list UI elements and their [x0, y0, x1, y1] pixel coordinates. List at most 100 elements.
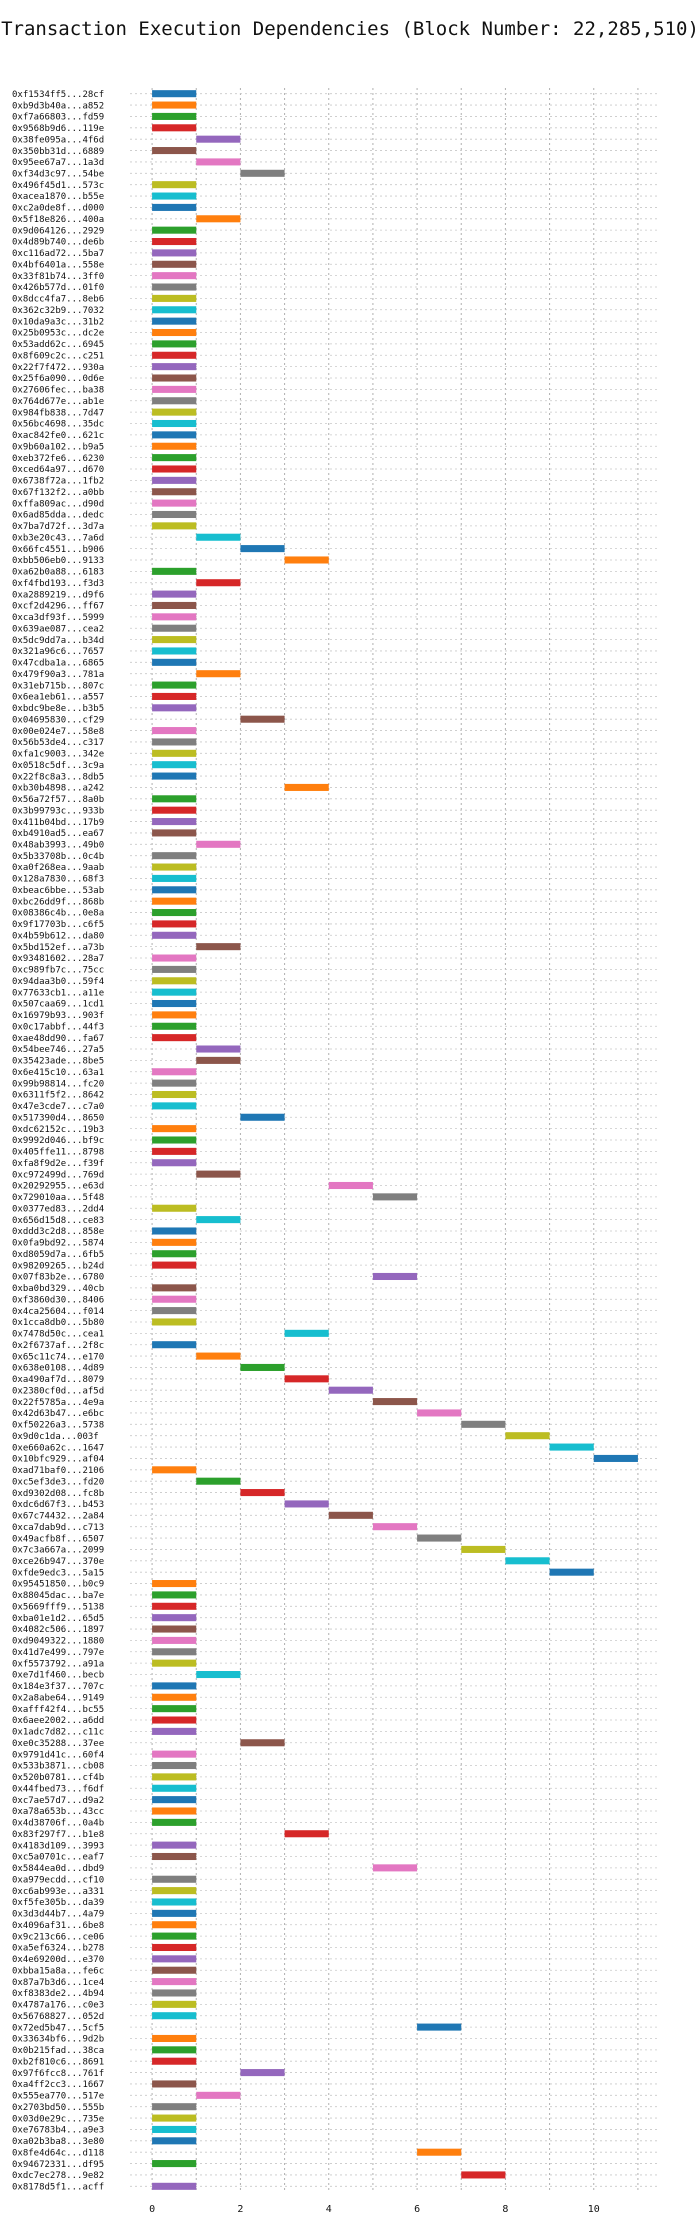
- transaction-label: 0x520b0781...cf4b: [12, 1773, 104, 1783]
- transaction-bar: [152, 1932, 197, 1940]
- transaction-bar: [152, 1261, 197, 1269]
- transaction-label: 0x764d677e...ab1e: [12, 397, 104, 407]
- transaction-bar: [152, 692, 197, 700]
- transaction-label: 0xb4910ad5...ea67: [12, 829, 104, 839]
- transaction-label: 0x517390d4...8650: [12, 1113, 104, 1123]
- transaction-bar: [152, 1705, 197, 1713]
- transaction-bar: [196, 1056, 241, 1064]
- transaction-label: 0xf4fbd193...f3d3: [12, 579, 104, 589]
- transaction-label: 0x2a8abe64...9149: [12, 1693, 104, 1703]
- transaction-label: 0xca7dab9d...c713: [12, 1523, 104, 1533]
- transaction-label: 0x31eb715b...807c: [12, 681, 104, 691]
- transaction-label: 0x20292955...e63d: [12, 1182, 104, 1192]
- transaction-label: 0x5669fff9...5138: [12, 1602, 104, 1612]
- transaction-label: 0x4d38706f...0a4b: [12, 1819, 104, 1829]
- transaction-bar: [152, 1898, 197, 1906]
- transaction-bar: [152, 636, 197, 644]
- transaction-label: 0x0518c5df...3c9a: [12, 761, 104, 771]
- transaction-bar: [372, 1193, 418, 1201]
- transaction-label: 0x8fe4d64c...d118: [12, 2148, 104, 2158]
- transaction-bar: [152, 1682, 197, 1690]
- transaction-bar: [152, 1591, 197, 1599]
- transaction-label: 0x95451850...b0c9: [12, 1580, 104, 1590]
- transaction-bar: [196, 1170, 241, 1178]
- transaction-label: 0x656d15d8...ce83: [12, 1216, 104, 1226]
- transaction-bar: [152, 522, 197, 530]
- transaction-bar: [196, 2091, 241, 2099]
- transaction-label: 0x98209265...b24d: [12, 1261, 104, 1271]
- transaction-label: 0x9568b9d6...119e: [12, 124, 104, 134]
- transaction-label: 0x47e3cde7...c7a0: [12, 1102, 104, 1112]
- transaction-label: 0xf34d3c97...54be: [12, 169, 104, 179]
- transaction-bar: [152, 283, 197, 291]
- transaction-bar: [505, 1432, 550, 1440]
- transaction-label: 0x6e415c10...63a1: [12, 1068, 104, 1078]
- transaction-bar: [152, 431, 197, 439]
- transaction-bar: [240, 715, 285, 723]
- transaction-bar: [152, 2103, 197, 2111]
- transaction-bar: [461, 1420, 506, 1428]
- transaction-bar: [152, 1807, 197, 1815]
- transaction-label: 0x49acfb8f...6507: [12, 1534, 104, 1544]
- transaction-bar: [152, 1079, 197, 1087]
- transaction-bar: [240, 1363, 285, 1371]
- transaction-bar: [417, 2148, 462, 2156]
- transaction-bar: [328, 1181, 373, 1190]
- transaction-bar: [240, 1113, 285, 1121]
- transaction-label: 0x25f6a090...0d6e: [12, 374, 104, 384]
- chart-title: Transaction Execution Dependencies (Bloc…: [1, 18, 699, 40]
- transaction-label: 0x2380cf0d...af5d: [12, 1386, 104, 1396]
- transaction-bar: [152, 2000, 197, 2008]
- transaction-label: 0x87a7b3d6...1ce4: [12, 1978, 104, 1988]
- transaction-label: 0x638e0108...4d89: [12, 1364, 104, 1374]
- transaction-label: 0x83f297f7...b1e8: [12, 1830, 104, 1840]
- transaction-label: 0xad71baf0...2106: [12, 1466, 104, 1476]
- transaction-label: 0x4ca25604...f014: [12, 1307, 104, 1317]
- transaction-bar: [152, 363, 197, 371]
- transaction-label: 0xca3df93f...5999: [12, 613, 104, 623]
- transaction-label: 0x3d3d44b7...4a79: [12, 1910, 104, 1920]
- transaction-label: 0x33f81b74...3ff0: [12, 272, 104, 282]
- transaction-label: 0xa0f268ea...9aab: [12, 863, 104, 873]
- transaction-bar: [152, 465, 197, 473]
- transaction-label: 0xafff42f4...bc55: [12, 1705, 104, 1715]
- transaction-bar: [152, 124, 197, 132]
- transaction-bar: [549, 1568, 594, 1576]
- transaction-label: 0xddd3c2d8...858e: [12, 1227, 104, 1237]
- transaction-bar: [152, 1625, 197, 1633]
- transaction-label: 0x507caa69...1cd1: [12, 1000, 104, 1010]
- transaction-bar: [152, 2137, 197, 2145]
- transaction-bar: [152, 2182, 197, 2190]
- transaction-label: 0xe660a62c...1647: [12, 1443, 104, 1453]
- transaction-label: 0x72ed5b47...5cf5: [12, 2023, 104, 2033]
- transaction-label: 0x56a72f57...8a0b: [12, 795, 104, 805]
- transaction-bar: [152, 203, 197, 211]
- transaction-bar: [152, 1796, 197, 1804]
- transaction-bar: [152, 1159, 197, 1167]
- transaction-bar: [152, 2034, 197, 2042]
- x-tick-label: 6: [414, 2204, 420, 2215]
- transaction-bar: [152, 1580, 197, 1588]
- transaction-label: 0x3b99793c...933b: [12, 806, 104, 816]
- transaction-label: 0xce26b947...370e: [12, 1557, 104, 1567]
- transaction-label: 0x07f83b2e...6780: [12, 1273, 104, 1283]
- transaction-label: 0x411b04bd...17b9: [12, 818, 104, 828]
- transaction-bar: [152, 1773, 197, 1781]
- transaction-bar: [152, 818, 197, 826]
- transaction-bar: [152, 2080, 197, 2088]
- transaction-label: 0x16979b93...903f: [12, 1011, 104, 1021]
- transaction-label: 0x33634bf6...9d2b: [12, 2035, 104, 2045]
- transaction-bar: [152, 1887, 197, 1895]
- transaction-bar: [152, 1602, 197, 1610]
- transaction-label: 0x5b33708b...0c4b: [12, 852, 104, 862]
- transaction-label: 0x38fe095a...4f6d: [12, 135, 104, 145]
- transaction-bar: [417, 1409, 462, 1417]
- transaction-label: 0x0b215fad...38ca: [12, 2046, 104, 2056]
- transaction-bar: [152, 567, 197, 575]
- transaction-label: 0xced64a97...d670: [12, 465, 104, 475]
- transaction-label: 0x53add62c...6945: [12, 340, 104, 350]
- transaction-label: 0xba0bd329...40cb: [12, 1284, 104, 1294]
- transaction-label: 0x4082c506...1897: [12, 1625, 104, 1635]
- transaction-label: 0x94672331...df95: [12, 2160, 104, 2170]
